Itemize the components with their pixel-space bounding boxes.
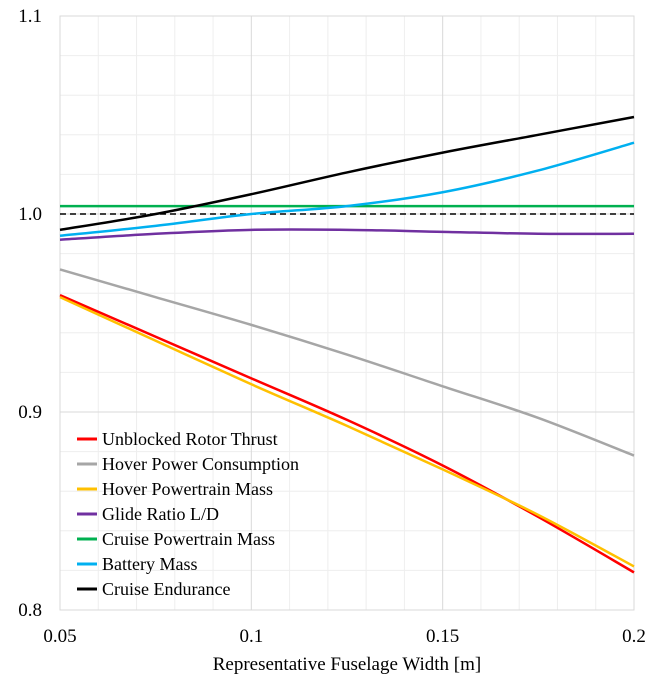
x-tick-label: 0.2 [622, 626, 646, 647]
y-tick-label: 0.9 [18, 402, 42, 423]
x-tick-label: 0.1 [239, 626, 263, 647]
series-line-6 [59, 141, 635, 238]
legend: Unblocked Rotor Thrust Hover Power Consum… [77, 429, 299, 599]
legend-label-2: Hover Power Consumption [102, 454, 299, 474]
series-line-3 [59, 296, 635, 568]
plot-area-frame [59, 15, 635, 611]
series-line-1 [59, 294, 635, 574]
series-line-4 [59, 228, 635, 241]
legend-label-1: Unblocked Rotor Thrust [102, 429, 278, 449]
legend-label-5: Cruise Powertrain Mass [102, 529, 275, 549]
series-line-2 [59, 268, 635, 457]
y-tick-label: 1.1 [18, 6, 42, 27]
x-axis-tick-labels: 0.05 0.1 0.15 0.2 [43, 626, 646, 647]
x-tick-label: 0.05 [43, 626, 76, 647]
series-line-7 [59, 115, 635, 232]
y-axis-tick-labels: 0.8 0.9 1.0 1.1 [18, 6, 42, 621]
y-tick-label: 1.0 [18, 204, 42, 225]
x-axis-title: Representative Fuselage Width [m] [213, 654, 482, 675]
series-lines [59, 115, 635, 574]
y-tick-label: 0.8 [18, 600, 42, 621]
minor-gridlines [60, 16, 634, 610]
legend-label-3: Hover Powertrain Mass [102, 479, 273, 499]
x-tick-label: 0.15 [426, 626, 459, 647]
legend-label-6: Battery Mass [102, 554, 197, 574]
legend-label-7: Cruise Endurance [102, 579, 230, 599]
legend-label-4: Glide Ratio L/D [102, 504, 219, 524]
